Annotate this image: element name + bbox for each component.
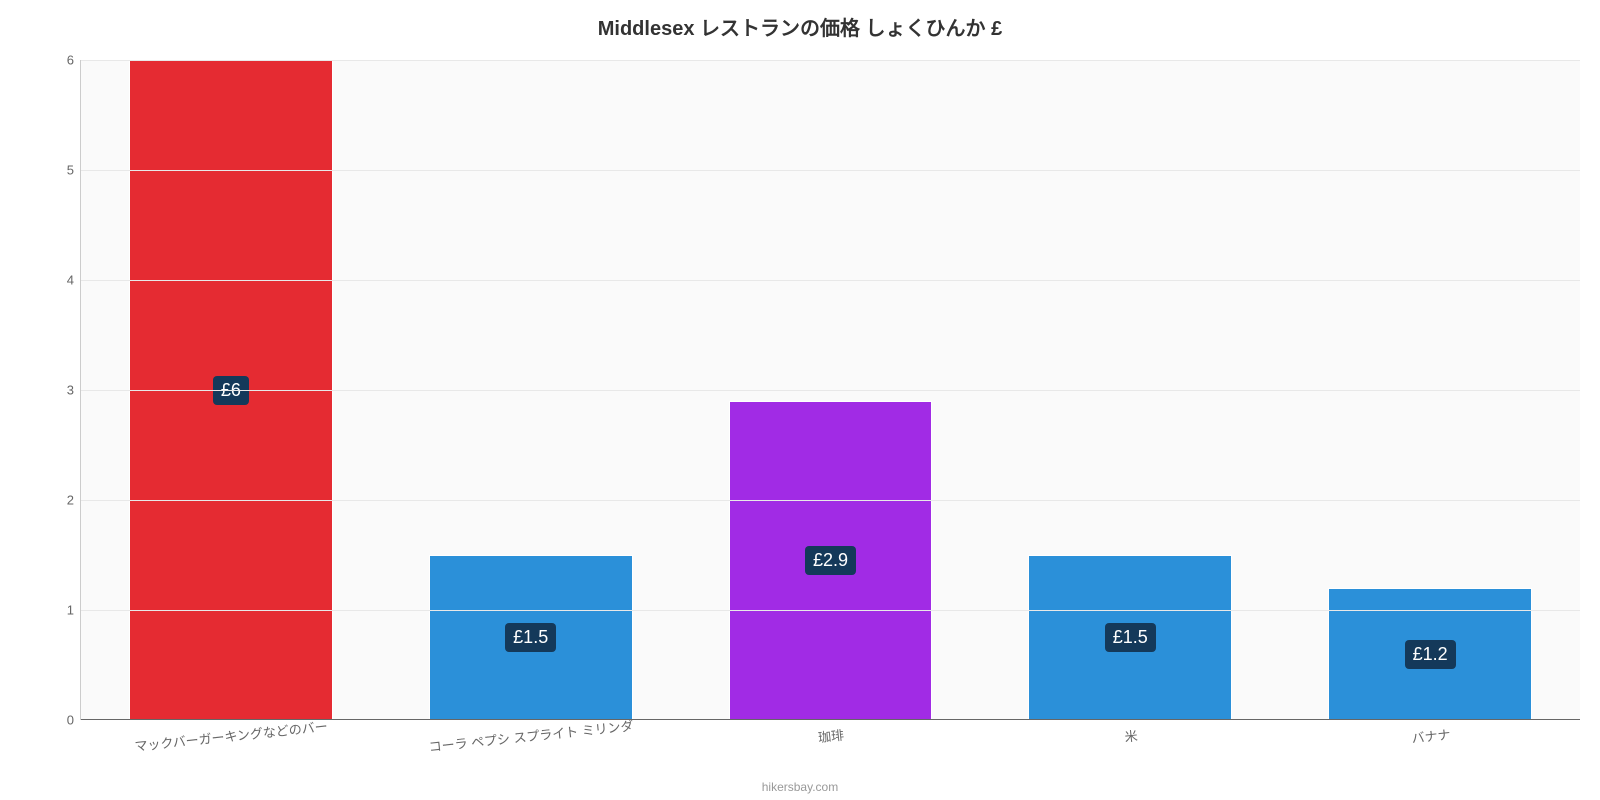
y-tick-label: 3 [14,383,74,398]
x-axis-label: コーラ ペプシ スプライト ミリンダ [428,715,635,755]
gridline [81,500,1580,501]
plot-area: £6£1.5£2.9£1.5£1.2 [80,60,1580,720]
bar-value-label: £1.2 [1405,640,1456,669]
gridline [81,60,1580,61]
bar: £2.9 [729,401,933,720]
bar-value-label: £1.5 [1105,623,1156,652]
bar-value-label: £1.5 [505,623,556,652]
gridline [81,390,1580,391]
bar: £1.5 [429,555,633,720]
x-axis-label: マックバーガーキングなどのバー [134,716,329,755]
x-axis-labels: マックバーガーキングなどのバーコーラ ペプシ スプライト ミリンダ 珈琲 米 バナナ [80,722,1580,772]
gridline [81,610,1580,611]
bar: £1.5 [1028,555,1232,720]
x-label-slot: マックバーガーキングなどのバー [80,722,380,772]
y-tick-label: 6 [14,53,74,68]
bar: £1.2 [1328,588,1532,720]
credit-text: hikersbay.com [0,780,1600,794]
gridline [81,280,1580,281]
price-bar-chart: Middlesex レストランの価格 しょくひんか £ £6£1.5£2.9£1… [0,0,1600,800]
x-axis-label: 米 [1124,725,1139,745]
x-label-slot: バナナ [1280,722,1580,772]
y-tick-label: 2 [14,493,74,508]
x-axis-label: バナナ [1411,724,1452,747]
x-label-slot: コーラ ペプシ スプライト ミリンダ [380,722,680,772]
x-label-slot: 米 [980,722,1280,772]
x-axis-label: 珈琲 [817,725,845,747]
y-tick-label: 4 [14,273,74,288]
gridline [81,170,1580,171]
y-tick-label: 1 [14,603,74,618]
y-tick-label: 5 [14,163,74,178]
chart-title: Middlesex レストランの価格 しょくひんか £ [0,12,1600,41]
bar-value-label: £2.9 [805,546,856,575]
x-label-slot: 珈琲 [680,722,980,772]
y-tick-label: 0 [14,713,74,728]
